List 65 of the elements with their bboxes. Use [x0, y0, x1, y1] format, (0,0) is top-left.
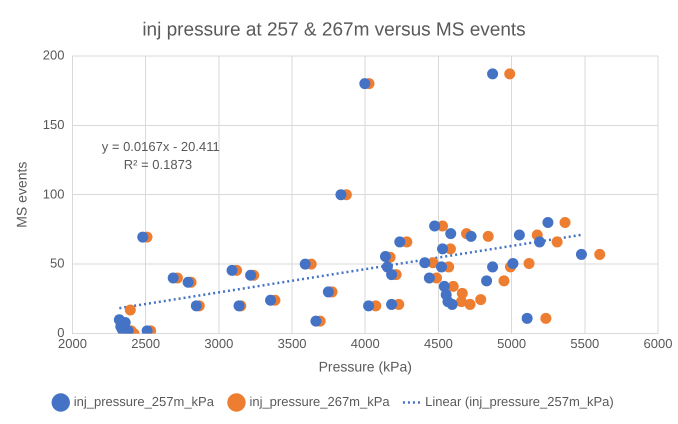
point [386, 298, 398, 310]
point [226, 264, 238, 276]
point [380, 251, 391, 262]
point [542, 216, 554, 228]
y-axis-title: MS events [13, 162, 30, 228]
point [245, 270, 256, 281]
point [335, 189, 346, 200]
point [424, 272, 435, 284]
point [300, 258, 311, 270]
legend-label: inj_pressure_257m_kPa [74, 394, 215, 410]
point [475, 294, 486, 306]
point [481, 275, 492, 286]
x-axis-title: Pressure (kPa) [318, 358, 412, 374]
x-tick-label: 6000 [644, 336, 672, 351]
point [487, 68, 498, 80]
chart-title: inj pressure at 257 & 267m versus MS events [142, 20, 526, 41]
point [310, 316, 322, 327]
point [182, 276, 194, 288]
x-tick-label: 5500 [570, 336, 600, 351]
y-tick-label: 50 [50, 256, 64, 271]
point [386, 269, 398, 280]
point [437, 243, 448, 254]
point [507, 258, 518, 269]
point [498, 275, 510, 286]
point [168, 272, 179, 284]
point [446, 298, 458, 310]
point [594, 248, 606, 260]
point [524, 258, 535, 269]
x-tick-label: 4000 [350, 336, 380, 351]
point [429, 220, 440, 232]
point [504, 68, 516, 80]
point [124, 304, 136, 316]
legend-label: Linear (inj_pressure_257m_kPa) [425, 394, 614, 410]
point [540, 312, 552, 324]
point [534, 236, 546, 248]
annotation: y = 0.0167x - 20.411 [102, 139, 220, 154]
x-tick-label: 3500 [278, 336, 307, 351]
point [394, 236, 406, 248]
annotation: R² = 0.1873 [124, 157, 192, 172]
point [322, 286, 334, 298]
x-tick-label: 3000 [204, 336, 234, 351]
y-tick-label: 100 [42, 186, 64, 202]
point [265, 294, 276, 306]
point [190, 300, 202, 312]
point [419, 257, 430, 268]
point [363, 300, 374, 312]
point [552, 236, 563, 248]
y-tick-label: 200 [42, 47, 64, 62]
point [482, 230, 494, 242]
point [436, 261, 448, 272]
point [466, 230, 477, 242]
point [522, 312, 533, 324]
point [560, 216, 571, 228]
x-tick-label: 2500 [131, 336, 160, 351]
point [487, 261, 498, 272]
point [464, 298, 476, 310]
point [137, 232, 148, 243]
legend-label: inj_pressure_267m_kPa [249, 394, 390, 410]
y-tick-label: 150 [42, 116, 64, 132]
point [514, 229, 525, 240]
point [576, 248, 587, 260]
point [445, 228, 456, 240]
x-tick-label: 4500 [424, 336, 453, 351]
x-tick-label: 5000 [497, 336, 526, 351]
point [359, 78, 370, 90]
